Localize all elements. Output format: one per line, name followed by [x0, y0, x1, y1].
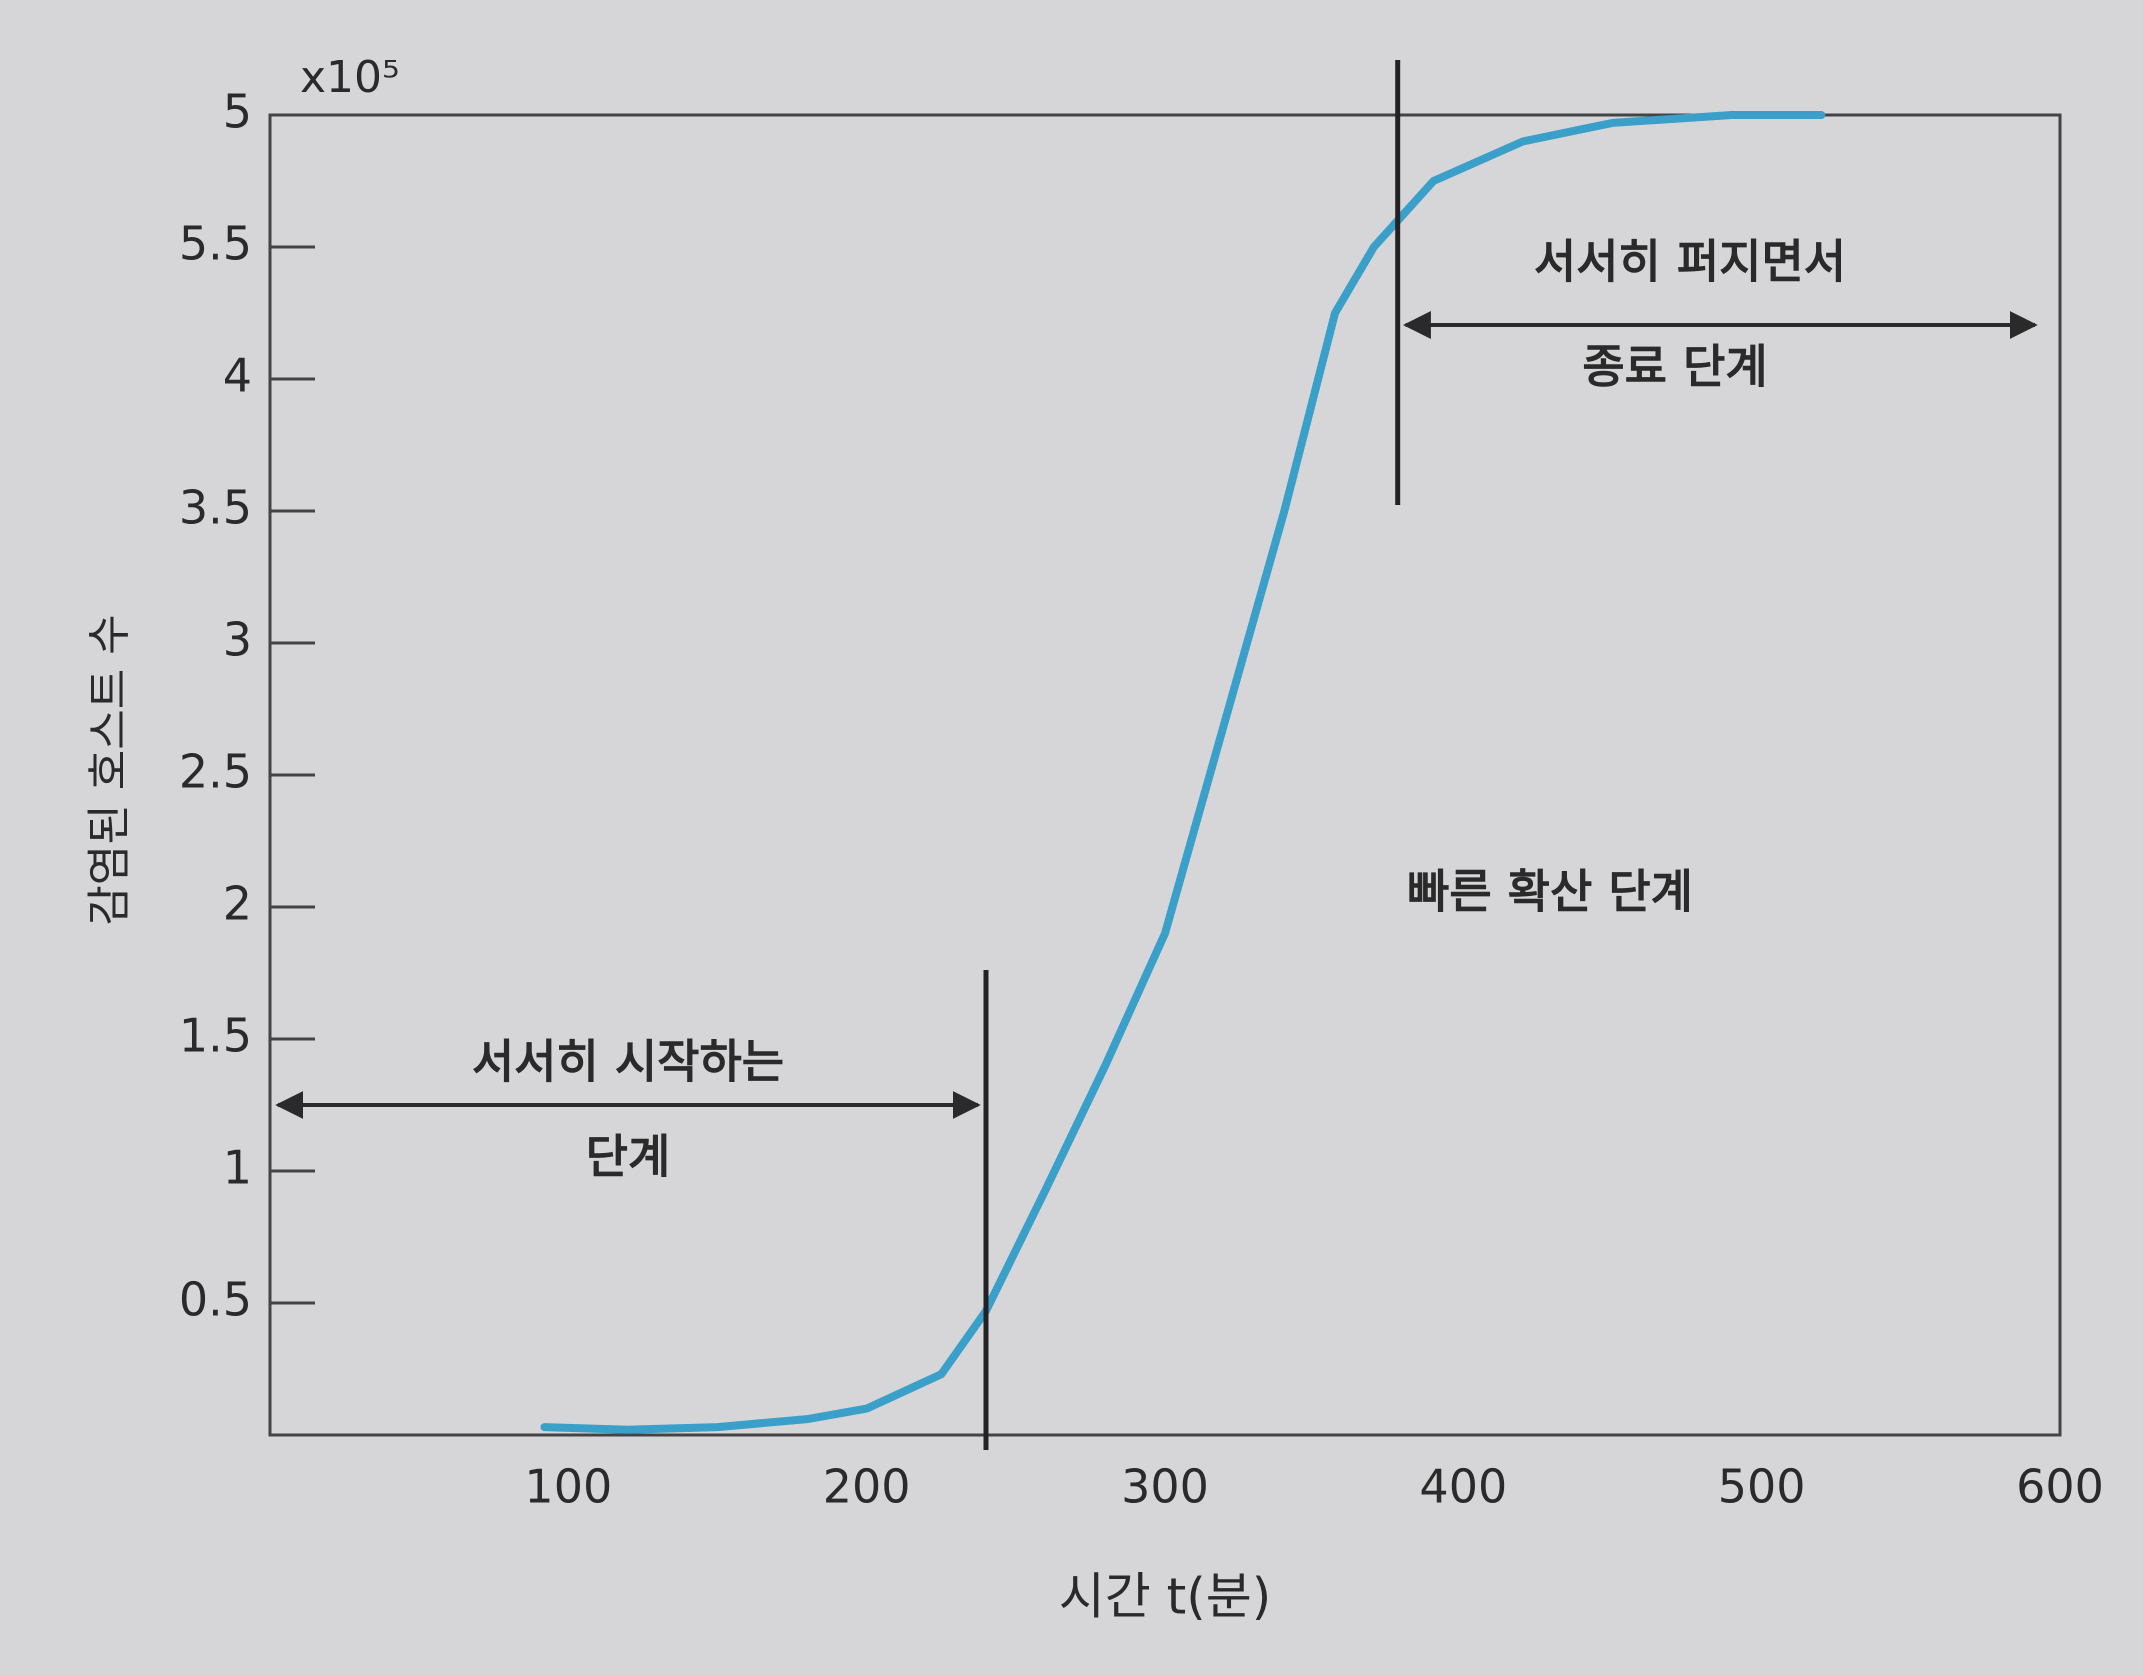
annotation: 단계 — [586, 1130, 671, 1184]
y-tick-label: 5 — [223, 85, 252, 139]
x-tick-label: 600 — [2016, 1460, 2104, 1514]
plot-frame — [268, 113, 2062, 1437]
x-tick-label: 200 — [823, 1460, 911, 1514]
y-tick-label: 5.5 — [179, 217, 252, 271]
y-tick-label: 1 — [223, 1141, 252, 1195]
y-tick-label: 0.5 — [179, 1273, 252, 1327]
y-multiplier: x10⁵ — [300, 52, 400, 103]
y-tick-label: 3.5 — [179, 481, 252, 535]
x-tick-label: 300 — [1121, 1460, 1209, 1514]
x-tick-label: 100 — [524, 1460, 612, 1514]
curve — [540, 111, 1826, 1434]
y-axis-label: 감염된 호스트 수 — [84, 614, 135, 925]
x-tick-label: 500 — [1718, 1460, 1806, 1514]
x-axis-label: 시간 t(분) — [1059, 1568, 1272, 1626]
annotation: 빠른 확산 단계 — [1407, 865, 1693, 919]
y-tick-label: 2 — [223, 877, 252, 931]
annotation: 서서히 시작하는 — [472, 1035, 784, 1089]
x-tick-label: 400 — [1419, 1460, 1507, 1514]
y-tick-label: 4 — [223, 349, 252, 403]
annotation: 서서히 퍼지면서 — [1534, 235, 1846, 289]
annotation: 종료 단계 — [1582, 340, 1767, 394]
y-tick-label: 2.5 — [179, 745, 252, 799]
y-tick-label: 3 — [223, 613, 252, 667]
y-tick-label: 1.5 — [179, 1009, 252, 1063]
